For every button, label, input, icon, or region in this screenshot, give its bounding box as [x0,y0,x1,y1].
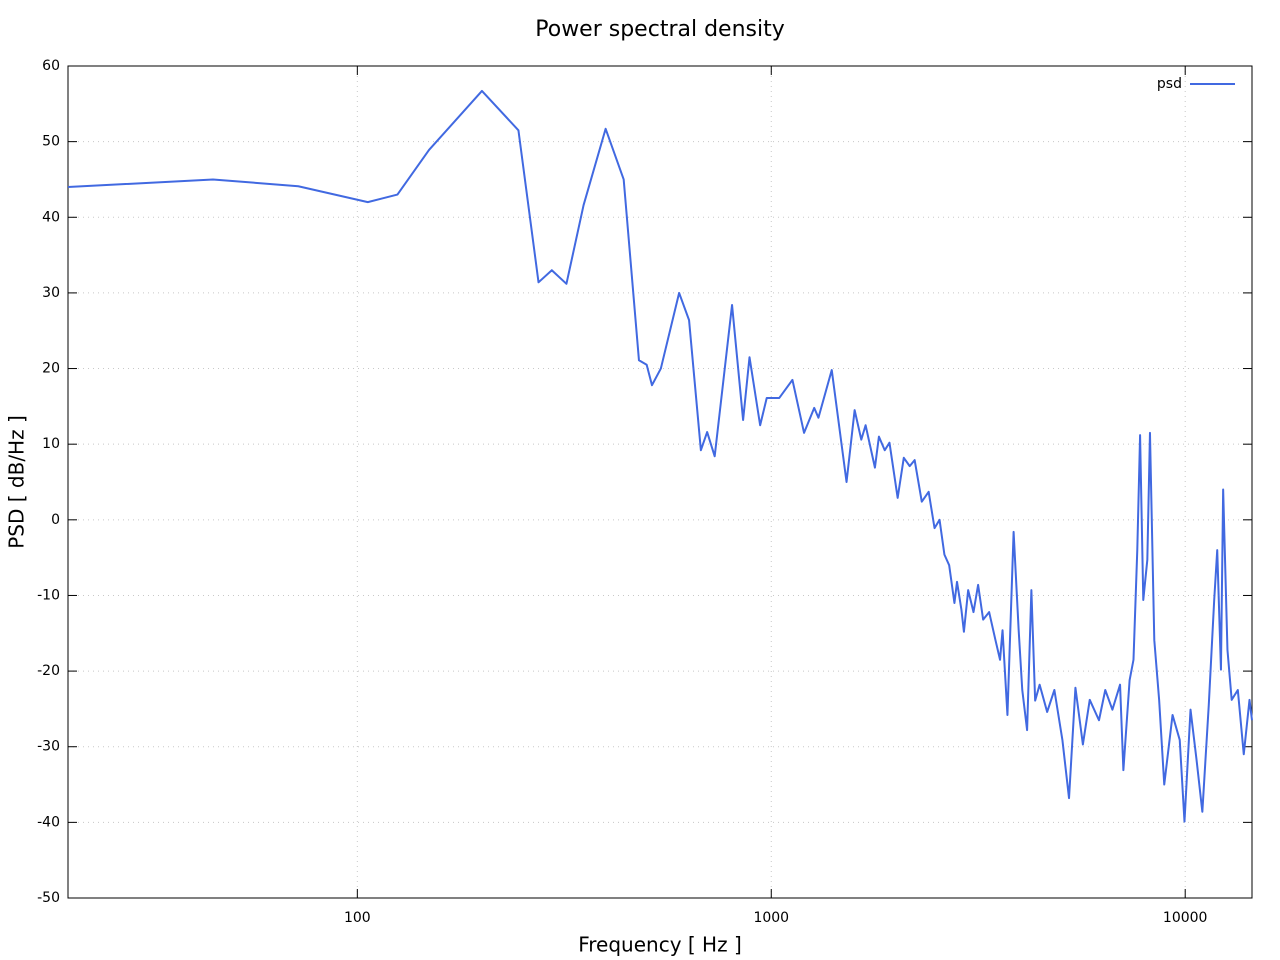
y-tick-label: -50 [37,890,60,906]
y-tick-label: 60 [42,58,60,74]
y-tick-label: -30 [37,739,60,755]
y-tick-label: 20 [42,361,60,377]
y-tick-label: 40 [42,209,60,225]
y-tick-label: -20 [37,663,60,679]
chart-title: Power spectral density [535,17,785,42]
y-tick-label: 30 [42,285,60,301]
y-tick-label: 50 [42,134,60,150]
x-axis-label: Frequency [ Hz ] [578,933,742,957]
x-tick-label: 1000 [753,910,789,926]
plot-frame [67,65,1253,899]
x-tick-label: 10000 [1163,910,1208,926]
x-tick-label: 100 [344,910,371,926]
y-tick-label: 10 [42,436,60,452]
y-tick-label: -10 [37,587,60,603]
data-line [67,89,1253,823]
legend-label: psd [1157,76,1182,92]
y-axis-label: PSD [ dB/Hz ] [5,415,29,549]
y-tick-label: 0 [51,512,60,528]
y-tick-label: -40 [37,814,60,830]
